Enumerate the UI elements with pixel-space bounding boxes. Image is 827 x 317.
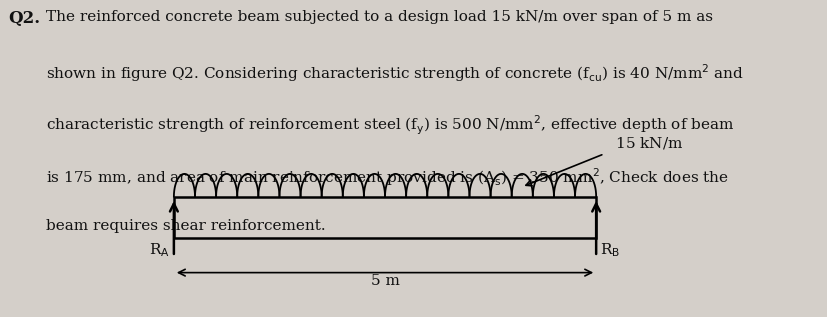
Text: R$_\mathsf{A}$: R$_\mathsf{A}$ [149, 241, 170, 259]
Text: Q2.: Q2. [8, 10, 41, 27]
Text: is 175 mm, and area of main reinforcement provided is (A$_{\mathrm{s}}$) = 350 m: is 175 mm, and area of main reinforcemen… [45, 166, 728, 188]
Text: beam requires shear reinforcement.: beam requires shear reinforcement. [45, 219, 325, 233]
Text: shown in figure Q2. Considering characteristic strength of concrete (f$_{\mathrm: shown in figure Q2. Considering characte… [45, 62, 743, 83]
Text: 5 m: 5 m [370, 274, 399, 288]
Text: The reinforced concrete beam subjected to a design load 15 kN/m over span of 5 m: The reinforced concrete beam subjected t… [45, 10, 712, 23]
Text: $\,$15 kN/m: $\,$15 kN/m [612, 135, 682, 151]
Text: characteristic strength of reinforcement steel (f$_{\mathrm{y}}$) is 500 N/mm$^2: characteristic strength of reinforcement… [45, 114, 734, 138]
Bar [174, 197, 595, 238]
Text: R$_\mathsf{B}$: R$_\mathsf{B}$ [600, 241, 619, 259]
